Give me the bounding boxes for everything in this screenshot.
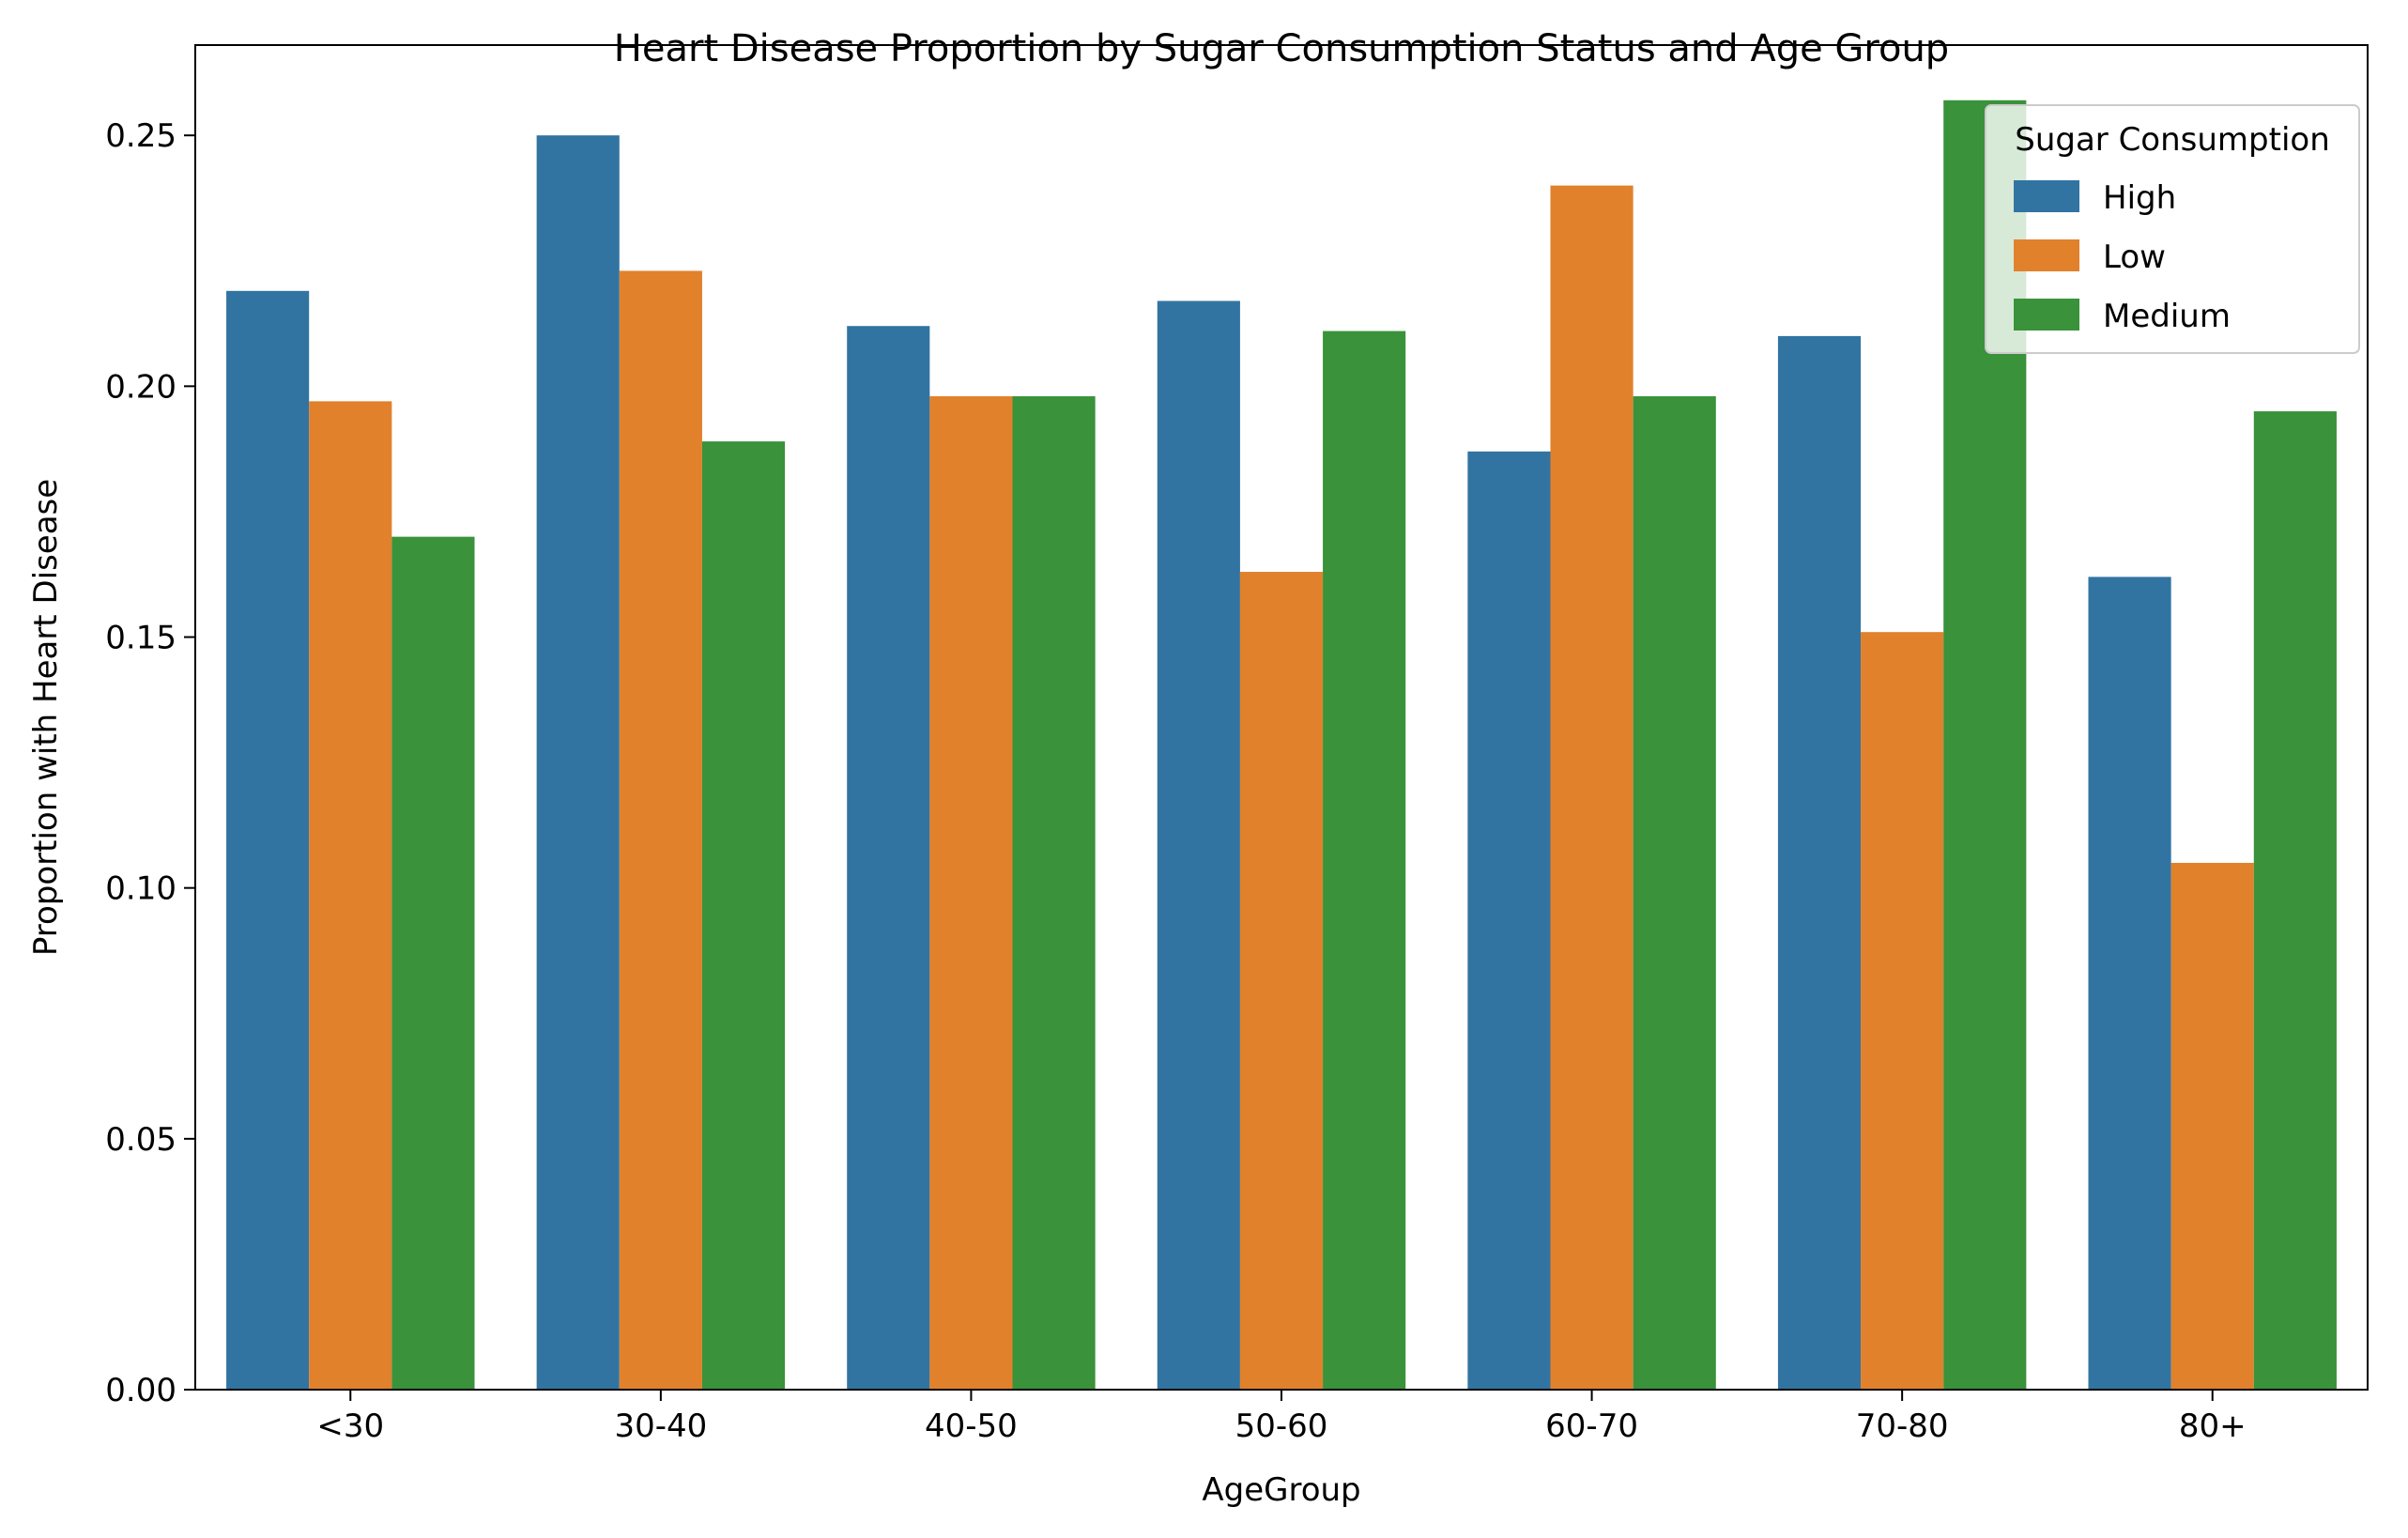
legend-label-high: High [2103,179,2176,217]
bars-group [226,100,2337,1391]
y-tick-label: 0.00 [105,1372,176,1409]
bar-low-7 [2170,862,2254,1390]
legend-items: High Low Medium [2014,179,2231,335]
bar-medium-2 [701,441,786,1391]
x-tick-label: <30 [316,1407,384,1445]
bar-low-6 [1861,632,1944,1390]
bar-low-4 [1239,572,1324,1390]
legend-label-medium: Medium [2103,298,2231,335]
bar-low-3 [929,396,1013,1391]
y-tick-label: 0.10 [105,870,176,908]
bar-low-5 [1550,185,1633,1390]
y-tick-label: 0.05 [105,1121,176,1159]
bar-high-3 [847,326,930,1390]
y-tick-label: 0.15 [105,620,176,657]
y-tick-label: 0.20 [105,368,176,406]
x-tick-label: 70-80 [1856,1407,1949,1445]
x-axis: <30 30-40 40-50 50-60 60-70 70-80 80+ [316,1390,2247,1445]
bar-medium-7 [2253,411,2337,1390]
legend-swatch-low [2014,239,2079,271]
bar-high-7 [2088,577,2171,1390]
bar-low-1 [309,401,392,1390]
x-tick-label: 60-70 [1545,1407,1638,1445]
y-axis: 0.00 0.05 0.10 0.15 0.20 0.25 [105,117,195,1409]
bar-medium-3 [1012,396,1096,1391]
legend-swatch-medium [2014,299,2079,331]
x-tick-label: 50-60 [1235,1407,1328,1445]
x-tick-label: 40-50 [925,1407,1018,1445]
bar-medium-4 [1323,331,1406,1391]
bar-medium-5 [1633,396,1716,1391]
x-tick-label: 30-40 [614,1407,707,1445]
bar-low-2 [619,270,702,1390]
legend: Sugar Consumption High Low Medium [1985,104,2360,354]
x-axis-label: AgeGroup [1202,1471,1360,1509]
bar-high-1 [226,290,310,1390]
chart-title: Heart Disease Proportion by Sugar Consum… [614,27,1949,70]
bar-high-6 [1777,335,1862,1391]
legend-label-low: Low [2103,238,2166,276]
x-tick-label: 80+ [2179,1407,2247,1445]
legend-title: Sugar Consumption [2015,121,2330,159]
bar-medium-1 [391,536,475,1390]
bar-high-2 [536,135,620,1391]
legend-swatch-high [2014,180,2079,212]
bar-high-4 [1157,300,1240,1391]
legend-box [1985,104,2360,354]
y-tick-label: 0.25 [105,117,176,155]
y-axis-label: Proportion with Heart Disease [27,479,65,956]
bar-high-5 [1467,451,1551,1390]
